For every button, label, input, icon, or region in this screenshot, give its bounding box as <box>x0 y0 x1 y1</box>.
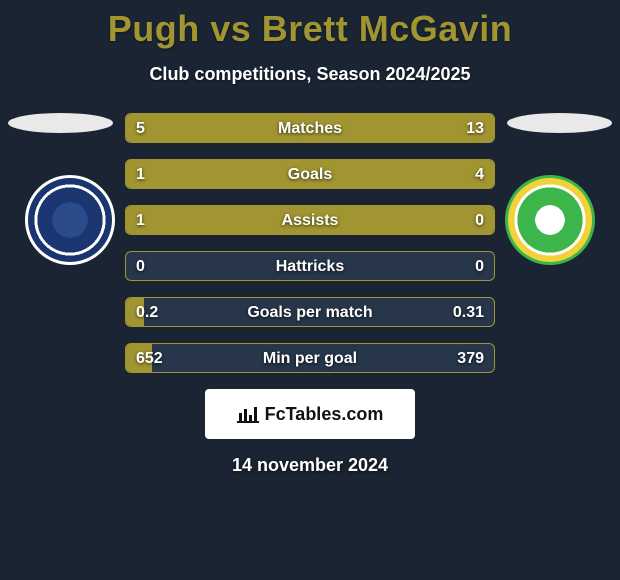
stat-row: 0.2Goals per match0.31 <box>125 297 495 327</box>
stat-label: Hattricks <box>126 252 494 281</box>
stat-label: Goals <box>126 160 494 189</box>
stat-label: Min per goal <box>126 344 494 373</box>
stat-value-right: 0.31 <box>453 298 484 327</box>
stat-value-right: 0 <box>475 206 484 235</box>
club-crest-right <box>505 175 595 265</box>
player-marker-left <box>8 113 113 133</box>
stat-row: 1Goals4 <box>125 159 495 189</box>
stat-row: 5Matches13 <box>125 113 495 143</box>
stat-label: Assists <box>126 206 494 235</box>
comparison-panel: 5Matches131Goals41Assists00Hattricks00.2… <box>0 113 620 373</box>
page-title: Pugh vs Brett McGavin <box>0 0 620 50</box>
stat-label: Matches <box>126 114 494 143</box>
subtitle: Club competitions, Season 2024/2025 <box>0 64 620 85</box>
brand-badge: FcTables.com <box>205 389 415 439</box>
brand-label: FcTables.com <box>265 404 384 425</box>
stat-row: 1Assists0 <box>125 205 495 235</box>
date-label: 14 november 2024 <box>0 455 620 476</box>
stat-value-right: 379 <box>457 344 484 373</box>
chart-icon <box>237 405 259 423</box>
stat-row: 652Min per goal379 <box>125 343 495 373</box>
club-crest-left <box>25 175 115 265</box>
stat-row: 0Hattricks0 <box>125 251 495 281</box>
stat-label: Goals per match <box>126 298 494 327</box>
stat-value-right: 4 <box>475 160 484 189</box>
player-marker-right <box>507 113 612 133</box>
stat-bars: 5Matches131Goals41Assists00Hattricks00.2… <box>125 113 495 373</box>
stat-value-right: 0 <box>475 252 484 281</box>
stat-value-right: 13 <box>466 114 484 143</box>
